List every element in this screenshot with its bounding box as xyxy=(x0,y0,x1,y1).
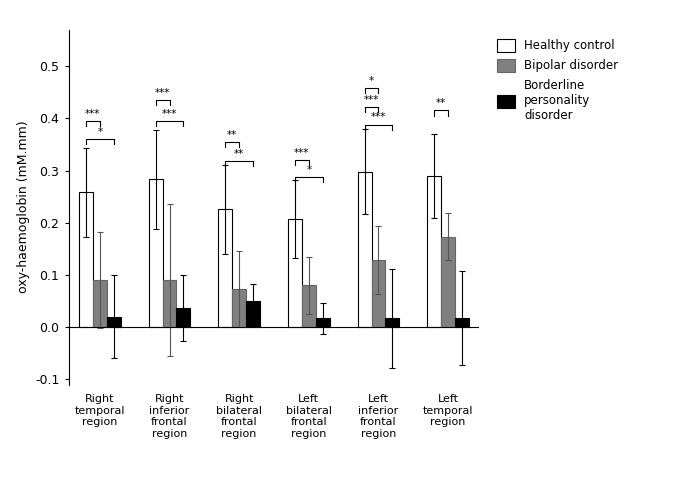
Bar xyxy=(427,176,441,327)
Bar xyxy=(232,289,246,327)
Bar xyxy=(386,318,399,327)
Text: ***: *** xyxy=(371,112,386,122)
Text: ***: *** xyxy=(294,148,310,158)
Legend: Healthy control, Bipolar disorder, Borderline
personality
disorder: Healthy control, Bipolar disorder, Borde… xyxy=(494,35,622,125)
Bar xyxy=(371,260,386,327)
Bar xyxy=(162,280,177,327)
Bar xyxy=(316,318,329,327)
Bar xyxy=(177,308,190,327)
Bar xyxy=(358,172,371,327)
Text: ***: *** xyxy=(155,88,171,98)
Text: *: * xyxy=(369,76,374,86)
Bar xyxy=(441,237,455,327)
Text: **: ** xyxy=(234,149,245,159)
Text: ***: *** xyxy=(364,95,379,105)
Bar xyxy=(288,219,302,327)
Bar xyxy=(79,192,93,327)
Text: **: ** xyxy=(227,130,237,140)
Bar xyxy=(246,301,260,327)
Text: **: ** xyxy=(436,99,447,108)
Text: *: * xyxy=(97,127,103,137)
Text: *: * xyxy=(306,165,312,175)
Bar xyxy=(149,179,162,327)
Bar xyxy=(107,317,121,327)
Bar xyxy=(302,285,316,327)
Bar xyxy=(219,209,232,327)
Y-axis label: oxy-haemoglobin (mM.mm): oxy-haemoglobin (mM.mm) xyxy=(16,121,29,293)
Text: ***: *** xyxy=(85,109,101,119)
Bar xyxy=(93,280,107,327)
Text: ***: *** xyxy=(162,109,177,119)
Bar xyxy=(455,317,469,327)
